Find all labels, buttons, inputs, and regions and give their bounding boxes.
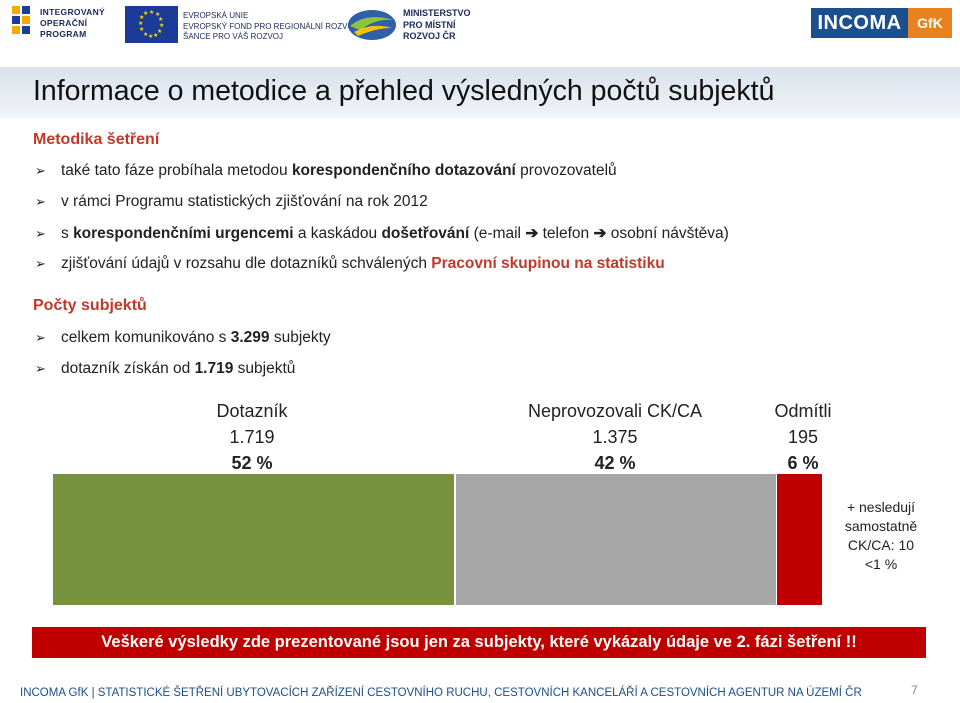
- title-bar: [0, 67, 960, 118]
- eu-line: EVROPSKÁ UNIE: [183, 11, 249, 20]
- section-heading-methodology: Metodika šetření: [33, 131, 160, 148]
- category-label: Odmítli: [774, 401, 832, 421]
- eu-logo-text: EVROPSKÁ UNIE EVROPSKÝ FOND PRO REGIONÁL…: [183, 11, 358, 43]
- bullet-text: provozovatelů: [515, 162, 617, 179]
- chart-header-dotaznik: Dotazník 1.719 52 %: [152, 398, 352, 476]
- bar-neprovozovali: [456, 474, 776, 605]
- bullet-item: ➢ v rámci Programu statistických zjišťová…: [35, 193, 428, 211]
- svg-text:★: ★: [159, 22, 164, 29]
- bullet-text: telefon: [538, 225, 594, 242]
- svg-text:★: ★: [153, 32, 158, 39]
- arrow-bullet-icon: ➢: [35, 256, 46, 271]
- mmr-line: MINISTERSTVO: [403, 8, 471, 18]
- svg-text:★: ★: [148, 33, 153, 40]
- bullet-item: ➢ také tato fáze probíhala metodou koresp…: [35, 162, 617, 180]
- warning-banner: Veškeré výsledky zde prezentované jsou j…: [32, 627, 926, 658]
- note-line: <1 %: [864, 556, 898, 572]
- iop-line: PROGRAM: [40, 29, 87, 39]
- arrow-bullet-icon: ➢: [35, 226, 46, 241]
- arrow-bullet-icon: ➢: [35, 361, 46, 376]
- bullet-bold: korespondenčními urgencemi: [73, 225, 294, 242]
- svg-text:★: ★: [139, 26, 144, 33]
- mmr-logo-text: MINISTERSTVO PRO MÍSTNÍ ROZVOJ ČR: [403, 8, 471, 43]
- footer-text: INCOMA GfK | STATISTICKÉ ŠETŘENÍ UBYTOVA…: [20, 687, 862, 699]
- category-label: Dotazník: [216, 401, 288, 421]
- bullet-text: dotazník získán od: [61, 360, 195, 377]
- incoma-logo: INCOMA: [811, 8, 908, 38]
- bullet-text: zjišťování údajů v rozsahu dle dotazníků…: [61, 255, 432, 272]
- note-line: samostatně: [844, 518, 918, 534]
- svg-text:★: ★: [138, 20, 143, 27]
- bullet-text: také tato fáze probíhala metodou: [61, 162, 292, 179]
- bullet-item: ➢ dotazník získán od 1.719 subjektů: [35, 360, 295, 378]
- bullet-text: (e-mail: [469, 225, 526, 242]
- bar-odmitli: [777, 474, 822, 605]
- iop-logo-text: INTEGROVANÝ OPERAČNÍ PROGRAM: [40, 7, 105, 40]
- iop-line: INTEGROVANÝ: [40, 7, 106, 17]
- iop-square: [12, 16, 20, 24]
- iop-square: [22, 16, 30, 24]
- iop-logo: INTEGROVANÝ OPERAČNÍ PROGRAM: [12, 6, 116, 44]
- percent-label: 6 %: [787, 453, 819, 473]
- bullet-bold-red: Pracovní skupinou na statistiku: [431, 255, 665, 272]
- mmr-logo-icon: [346, 6, 398, 44]
- svg-text:★: ★: [157, 28, 162, 35]
- bullet-bold: 1.719: [194, 360, 234, 377]
- page-number: 7: [911, 683, 918, 697]
- bullet-text: celkem komunikováno s: [61, 329, 231, 346]
- iop-square: [22, 26, 30, 34]
- mmr-line: ROZVOJ ČR: [403, 31, 456, 41]
- gfk-logo: GfK: [908, 8, 952, 38]
- arrow-bullet-icon: ➢: [35, 194, 46, 209]
- bullet-item: ➢ zjišťování údajů v rozsahu dle dotazník…: [35, 255, 665, 273]
- category-label: Neprovozovali CK/CA: [527, 401, 703, 421]
- bullet-bold: korespondenčního dotazování: [291, 162, 516, 179]
- svg-text:★: ★: [155, 11, 160, 18]
- eu-line: EVROPSKÝ FOND PRO REGIONÁLNÍ ROZVOJ: [183, 21, 358, 31]
- iop-square: [12, 6, 20, 14]
- arrow-bullet-icon: ➢: [35, 330, 46, 345]
- chart-header-odmitli: Odmítli 195 6 %: [748, 398, 858, 476]
- iop-square: [22, 6, 30, 14]
- svg-text:★: ★: [149, 9, 154, 16]
- count-label: 195: [787, 427, 819, 447]
- eu-flag-icon: ★ ★ ★ ★ ★ ★ ★ ★ ★ ★ ★ ★: [125, 6, 178, 43]
- eu-line: ŠANCE PRO VÁŠ ROZVOJ: [183, 32, 284, 41]
- note-line: + nesledují: [846, 499, 916, 515]
- bullet-bold: 3.299: [230, 329, 270, 346]
- bullet-item: ➢ s korespondenčními urgencemi a kaskádou…: [35, 224, 729, 243]
- bar-dotaznik: [53, 474, 454, 605]
- svg-text:★: ★: [143, 10, 148, 17]
- svg-text:★: ★: [158, 16, 163, 23]
- mmr-line: PRO MÍSTNÍ: [403, 19, 456, 30]
- svg-text:★: ★: [143, 31, 148, 38]
- iop-line: OPERAČNÍ: [40, 18, 88, 28]
- chart-header-neprovozovali: Neprovozovali CK/CA 1.375 42 %: [500, 398, 730, 476]
- bullet-text: a kaskádou: [293, 225, 382, 242]
- section-heading-counts: Počty subjektů: [33, 297, 147, 314]
- count-label: 1.375: [592, 427, 638, 447]
- right-arrow-icon: ➔: [525, 225, 539, 242]
- note-line: CK/CA: 10: [847, 537, 915, 553]
- arrow-bullet-icon: ➢: [35, 163, 46, 178]
- svg-text:★: ★: [139, 14, 144, 21]
- bullet-text: s: [61, 225, 74, 242]
- bullet-text: v rámci Programu statistických zjišťován…: [61, 193, 428, 210]
- percent-label: 42 %: [594, 453, 636, 473]
- right-arrow-icon: ➔: [593, 225, 607, 242]
- bullet-text: subjektů: [233, 360, 296, 377]
- bullet-text: subjekty: [269, 329, 331, 346]
- chart-note: + nesledují samostatně CK/CA: 10 <1 %: [828, 498, 934, 574]
- page-title: Informace o metodice a přehled výslednýc…: [33, 75, 775, 107]
- iop-square: [12, 26, 20, 34]
- bullet-text: osobní návštěva): [606, 225, 729, 242]
- percent-label: 52 %: [231, 453, 273, 473]
- bullet-bold: došetřování: [381, 225, 470, 242]
- count-label: 1.719: [229, 427, 275, 447]
- bullet-item: ➢ celkem komunikováno s 3.299 subjekty: [35, 329, 331, 347]
